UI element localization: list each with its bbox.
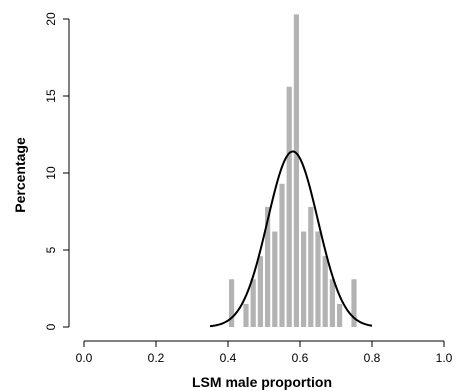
histogram-bar (329, 279, 335, 327)
x-tick-label: 0.0 (76, 351, 93, 365)
x-tick-label: 0.2 (148, 351, 165, 365)
x-tick-label: 1.0 (436, 351, 453, 365)
histogram-bar (286, 86, 292, 327)
x-axis-title: LSM male proportion (192, 374, 332, 390)
histogram-bar (265, 206, 271, 327)
histogram-bar (229, 279, 235, 327)
histogram-bar (257, 256, 263, 327)
histogram-bar (272, 231, 278, 327)
y-axis-title: Percentage (12, 137, 28, 213)
y-tick-label: 5 (44, 246, 58, 253)
histogram-bar (243, 303, 249, 327)
histogram-bar (250, 279, 256, 327)
histogram-bar (315, 231, 321, 327)
x-tick-label: 0.4 (220, 351, 237, 365)
histogram-bar (322, 256, 328, 327)
histogram-bar (308, 206, 314, 327)
histogram-bar (301, 231, 307, 327)
histogram-bar (337, 303, 343, 327)
y-tick-label: 20 (44, 12, 58, 26)
histogram-bars (229, 14, 357, 327)
y-tick-label: 10 (44, 166, 58, 180)
normal-density-curve (209, 150, 373, 328)
y-tick-label: 15 (44, 89, 58, 103)
histogram-bar (293, 14, 299, 327)
x-tick-label: 0.8 (364, 351, 381, 365)
histogram-bar (351, 279, 357, 327)
histogram-bar (279, 183, 285, 327)
x-axis: 0.0 0.2 0.4 0.6 0.8 1.0 (76, 340, 453, 365)
x-tick-label: 0.6 (292, 351, 309, 365)
y-tick-label: 0 (44, 323, 58, 330)
y-axis: 0 5 10 15 20 (44, 12, 70, 330)
